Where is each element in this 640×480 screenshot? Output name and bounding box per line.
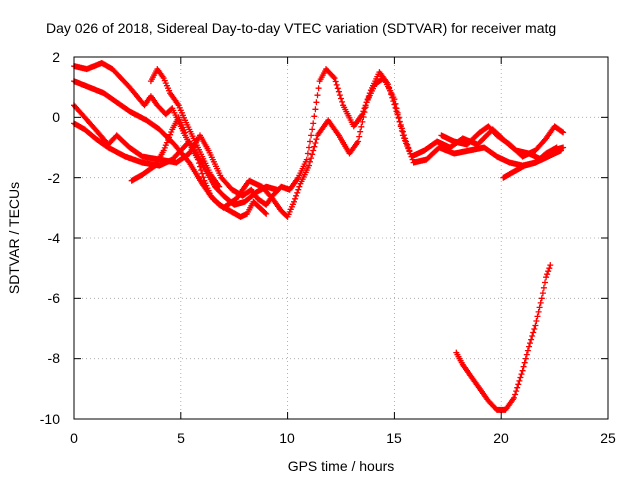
axis-ticks (73, 56, 609, 420)
data-points (71, 60, 567, 413)
data-point-markers (500, 144, 560, 181)
data-point-markers (128, 114, 189, 184)
series-track-7 (438, 123, 567, 160)
series-track-8 (500, 144, 560, 181)
series-track-9 (453, 262, 554, 413)
data-point-markers (147, 66, 223, 190)
y-tick-label: -10 (40, 411, 60, 427)
y-tick-label: -6 (48, 290, 61, 306)
x-tick-label: 25 (600, 430, 616, 446)
series-track-6 (147, 66, 223, 190)
data-point-markers (438, 123, 567, 160)
x-axis-label: GPS time / hours (288, 458, 395, 474)
y-tick-label: -8 (48, 350, 61, 366)
series-track-5 (128, 114, 189, 184)
y-axis-label: SDTVAR / TECUs (6, 182, 22, 294)
data-point-markers (453, 262, 554, 413)
x-tick-label: 0 (70, 430, 78, 446)
x-tick-label: 5 (177, 430, 185, 446)
data-point-markers (71, 75, 567, 220)
y-tick-label: -2 (48, 170, 61, 186)
y-tick-label: -4 (48, 230, 61, 246)
x-tick-label: 20 (493, 430, 509, 446)
x-tick-label: 15 (386, 430, 402, 446)
y-tick-label: 0 (52, 109, 60, 125)
x-tick-label: 10 (279, 430, 295, 446)
y-tick-label: 2 (52, 49, 60, 65)
grid (74, 57, 608, 419)
series-track-2 (71, 75, 567, 220)
chart-title: Day 026 of 2018, Sidereal Day-to-day VTE… (46, 20, 556, 36)
